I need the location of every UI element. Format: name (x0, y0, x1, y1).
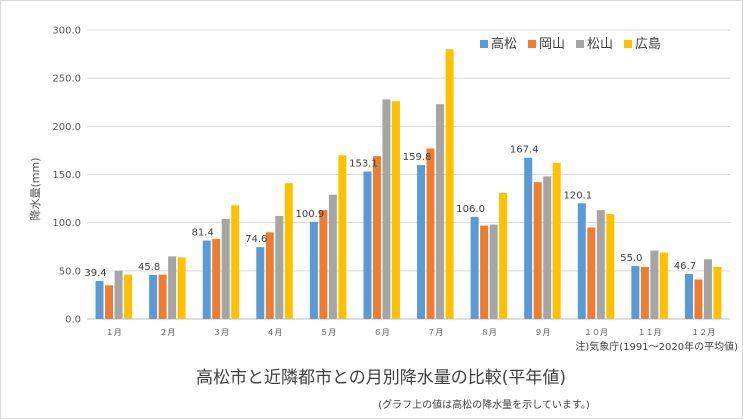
bar-高松-１月 (95, 281, 104, 319)
bar-広島-１１月 (659, 252, 668, 319)
x-tick-label: ２月 (159, 328, 175, 337)
legend-swatch (480, 40, 488, 48)
bar-広島-７月 (445, 49, 454, 320)
bar-高松-６月 (363, 171, 372, 319)
bars (95, 49, 722, 320)
bar-松山-６月 (382, 99, 391, 319)
bar-松山-３月 (221, 218, 230, 319)
legend-entry: 岡山 (539, 37, 565, 52)
bar-高松-１１月 (631, 266, 640, 319)
bar-岡山-１月 (105, 285, 114, 319)
legend: 高松 岡山 松山 広島 (480, 36, 661, 52)
y-axis-ticks: 0.0 50.0 100.0 150.0 200.0 250.0 300.0 (52, 26, 81, 326)
legend-swatch (576, 40, 584, 48)
bar-岡山-１１月 (640, 266, 649, 319)
x-tick-label: １２月 (691, 328, 715, 337)
bar-広島-３月 (231, 205, 240, 319)
bar-岡山-９月 (533, 182, 542, 319)
legend-entry: 高松 (491, 36, 517, 52)
bar-高松-９月 (524, 157, 533, 319)
data-label: 106.0 (456, 204, 485, 215)
bar-岡山-３月 (212, 239, 221, 319)
chart-subtitle: (グラフ上の値は高松の降水量を示しています。) (378, 398, 590, 411)
y-tick-label: 150.0 (52, 170, 81, 181)
legend-swatch (528, 40, 536, 48)
bar-松山-１１月 (650, 250, 659, 319)
legend-entry: 広島 (635, 37, 661, 52)
bar-高松-１２月 (684, 274, 693, 319)
gridlines (87, 29, 730, 320)
source-note: 注)気象庁(1991～2020年の平均値) (575, 340, 738, 353)
bar-高松-２月 (149, 274, 158, 319)
bar-松山-２月 (168, 256, 177, 319)
data-label: 120.1 (563, 190, 592, 201)
bar-松山-１月 (114, 270, 123, 319)
bar-高松-３月 (202, 240, 211, 319)
bar-岡山-８月 (480, 225, 489, 319)
bar-松山-７月 (436, 104, 445, 319)
bar-岡山-１２月 (694, 279, 703, 319)
data-label: 81.4 (192, 228, 214, 239)
y-tick-label: 300.0 (52, 26, 81, 37)
x-tick-label: ６月 (374, 328, 390, 337)
data-label: 159.8 (403, 152, 432, 163)
bar-高松-７月 (417, 165, 426, 319)
data-label: 167.4 (510, 145, 539, 156)
data-label: 45.8 (138, 262, 160, 273)
y-tick-label: 50.0 (59, 266, 81, 277)
bar-高松-８月 (470, 216, 479, 319)
chart-title: 高松市と近隣都市との月別降水量の比較(平年値) (196, 368, 566, 388)
bar-岡山-４月 (265, 232, 274, 319)
data-label: 153.1 (349, 159, 378, 170)
bar-岡山-１０月 (587, 227, 596, 319)
data-labels: 39.4 45.8 81.4 74.6 100.9 153.1 159.8 106.0 167.… (84, 145, 696, 279)
y-tick-label: 200.0 (52, 122, 81, 133)
bar-広島-１２月 (713, 266, 722, 319)
legend-entry: 松山 (587, 37, 613, 52)
bar-広島-１月 (124, 274, 133, 319)
bar-広島-４月 (284, 183, 293, 319)
y-axis-label: 降水量(mm) (28, 157, 42, 220)
bar-岡山-２月 (158, 274, 167, 319)
x-tick-label: ８月 (481, 328, 497, 337)
x-tick-label: ３月 (213, 328, 229, 337)
bar-広島-８月 (499, 192, 508, 319)
y-tick-label: 250.0 (52, 74, 81, 85)
data-label: 55.0 (620, 253, 642, 264)
legend-swatch (624, 40, 632, 48)
bar-松山-９月 (543, 176, 552, 319)
bar-広島-６月 (391, 101, 400, 319)
bar-高松-５月 (309, 221, 318, 319)
bar-岡山-５月 (319, 210, 328, 319)
bar-松山-８月 (489, 224, 498, 319)
data-label: 39.4 (84, 268, 106, 279)
bar-松山-１２月 (703, 259, 712, 319)
data-label: 100.9 (296, 209, 325, 220)
x-tick-label: ９月 (534, 328, 550, 337)
bar-広島-１０月 (606, 213, 615, 319)
x-tick-label: １月 (106, 328, 122, 337)
x-tick-label: ７月 (427, 328, 443, 337)
bar-高松-４月 (256, 247, 265, 319)
bar-高松-１０月 (577, 203, 586, 319)
bar-広島-５月 (338, 155, 347, 319)
bar-広島-９月 (552, 162, 561, 319)
bar-松山-１０月 (596, 210, 605, 319)
bar-岡山-７月 (426, 148, 435, 319)
data-label: 74.6 (245, 234, 267, 245)
x-tick-label: １０月 (584, 328, 608, 337)
x-tick-label: ４月 (267, 328, 283, 337)
bar-岡山-６月 (372, 156, 381, 319)
x-tick-label: １１月 (638, 328, 662, 337)
y-tick-label: 0.0 (65, 315, 81, 326)
x-tick-label: ５月 (320, 328, 336, 337)
bar-広島-２月 (177, 257, 186, 319)
bar-松山-５月 (328, 194, 337, 319)
data-label: 46.7 (674, 261, 696, 272)
y-tick-label: 100.0 (52, 218, 81, 229)
x-axis-ticks: １月 ２月 ３月 ４月 ５月 ６月 ７月 ８月 ９月 １０月 １１月 １２月 (106, 328, 715, 337)
bar-松山-４月 (275, 215, 284, 319)
